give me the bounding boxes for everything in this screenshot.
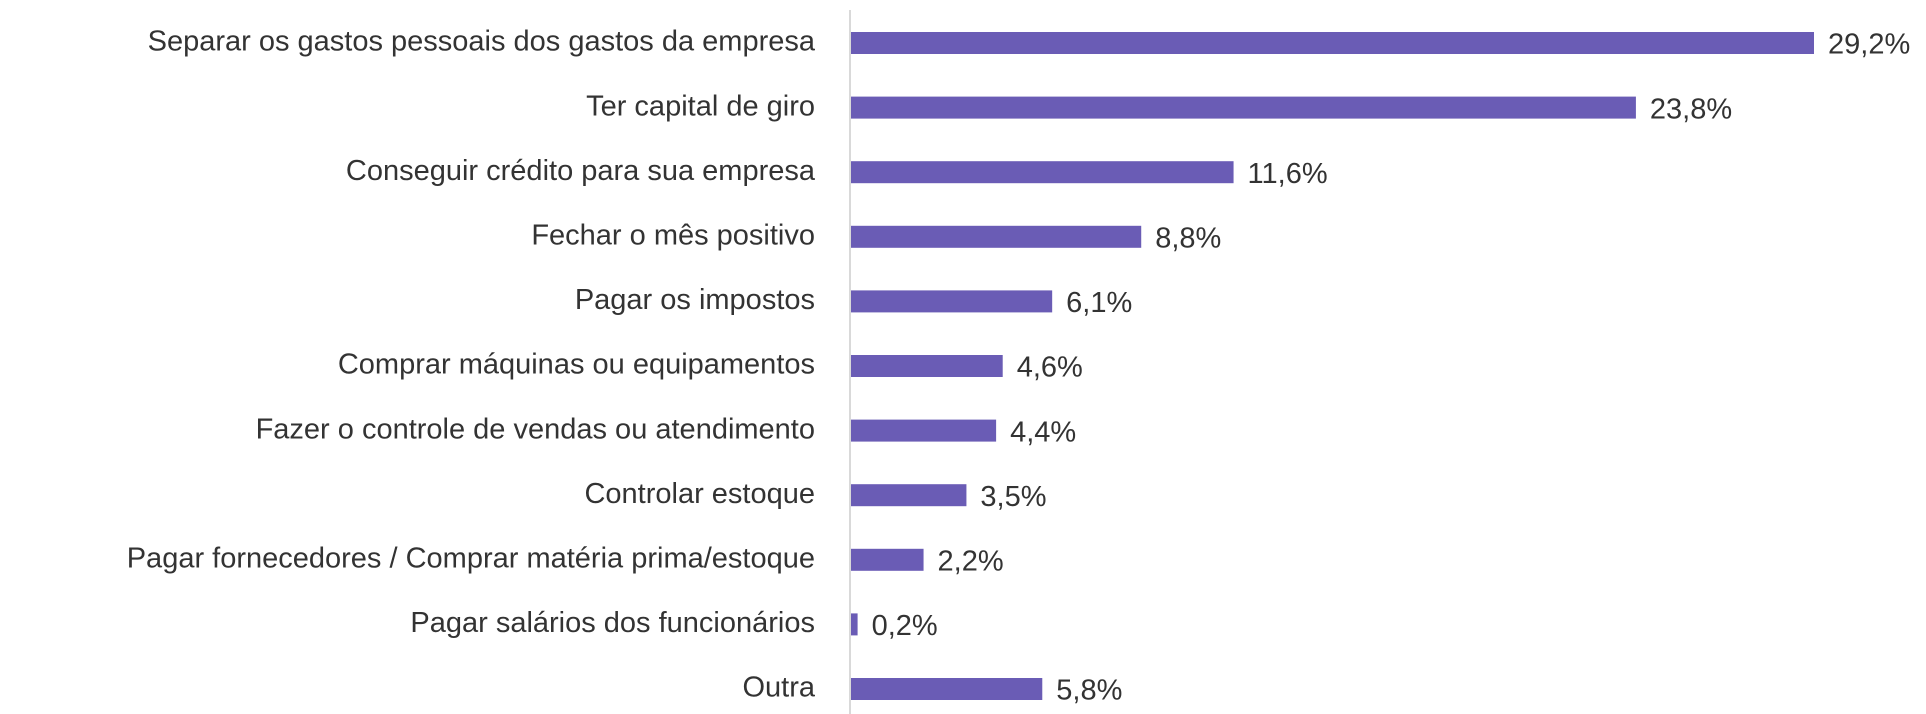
bar	[851, 548, 924, 571]
bar	[851, 96, 1636, 119]
data-label: 2,2%	[938, 545, 1004, 577]
bar	[851, 613, 858, 636]
data-label: 23,8%	[1650, 93, 1732, 125]
data-label: 5,8%	[1056, 675, 1122, 707]
data-label: 3,5%	[980, 481, 1046, 513]
category-label: Comprar máquinas ou equipamentos	[338, 349, 815, 381]
bar	[851, 161, 1234, 184]
bar	[851, 355, 1003, 377]
category-label: Ter capital de giro	[586, 90, 815, 122]
data-label: 4,4%	[1010, 416, 1076, 448]
data-label: 6,1%	[1066, 287, 1132, 319]
data-label: 29,2%	[1828, 29, 1910, 61]
category-label: Fechar o mês positivo	[531, 219, 815, 251]
category-label: Controlar estoque	[584, 478, 815, 510]
data-label: 4,6%	[1017, 352, 1083, 384]
bar	[851, 290, 1053, 313]
category-label: Fazer o controle de vendas ou atendiment…	[256, 413, 815, 445]
category-label: Pagar fornecedores / Comprar matéria pri…	[127, 542, 815, 574]
bar	[851, 32, 1814, 54]
category-label: Separar os gastos pessoais dos gastos da…	[148, 26, 816, 58]
bar	[851, 678, 1043, 700]
bar	[851, 419, 997, 442]
data-label: 11,6%	[1248, 158, 1328, 190]
bar	[851, 225, 1142, 248]
bar	[851, 484, 967, 507]
category-label: Pagar salários dos funcionários	[410, 607, 815, 639]
data-label: 0,2%	[872, 610, 938, 642]
category-label: Outra	[742, 672, 815, 704]
category-label: Conseguir crédito para sua empresa	[346, 155, 816, 187]
category-label: Pagar os impostos	[575, 284, 815, 316]
data-label: 8,8%	[1155, 222, 1221, 254]
